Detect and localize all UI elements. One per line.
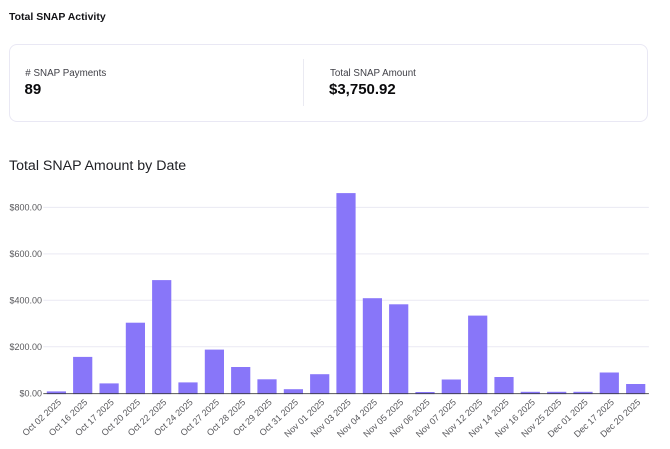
svg-text:$600.00: $600.00: [9, 249, 42, 259]
svg-text:$0.00: $0.00: [19, 389, 42, 399]
svg-text:$800.00: $800.00: [9, 203, 42, 213]
svg-text:$200.00: $200.00: [9, 342, 42, 352]
svg-text:$400.00: $400.00: [9, 296, 42, 306]
